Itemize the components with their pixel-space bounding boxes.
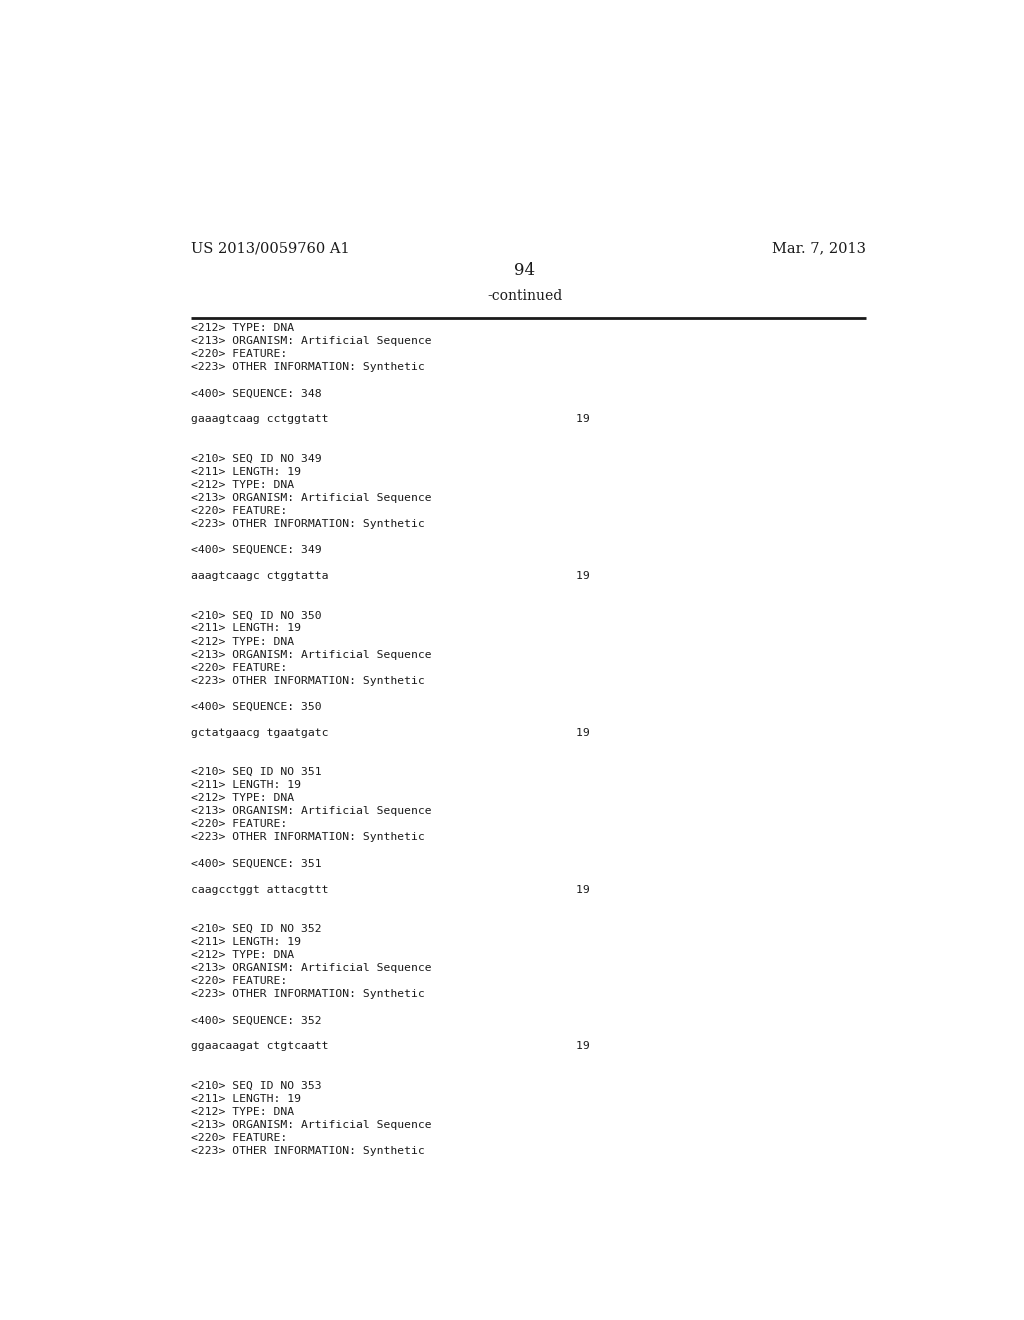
Text: caagcctggt attacgttt                                    19: caagcctggt attacgttt 19	[191, 884, 590, 895]
Text: <212> TYPE: DNA: <212> TYPE: DNA	[191, 323, 295, 333]
Text: <211> LENGTH: 19: <211> LENGTH: 19	[191, 467, 301, 477]
Text: <223> OTHER INFORMATION: Synthetic: <223> OTHER INFORMATION: Synthetic	[191, 989, 425, 999]
Text: <213> ORGANISM: Artificial Sequence: <213> ORGANISM: Artificial Sequence	[191, 492, 432, 503]
Text: <212> TYPE: DNA: <212> TYPE: DNA	[191, 1106, 295, 1117]
Text: <220> FEATURE:: <220> FEATURE:	[191, 663, 288, 673]
Text: <211> LENGTH: 19: <211> LENGTH: 19	[191, 937, 301, 946]
Text: <212> TYPE: DNA: <212> TYPE: DNA	[191, 636, 295, 647]
Text: <220> FEATURE:: <220> FEATURE:	[191, 350, 288, 359]
Text: -continued: -continued	[487, 289, 562, 302]
Text: <210> SEQ ID NO 351: <210> SEQ ID NO 351	[191, 767, 323, 777]
Text: <400> SEQUENCE: 351: <400> SEQUENCE: 351	[191, 858, 323, 869]
Text: 94: 94	[514, 263, 536, 279]
Text: <211> LENGTH: 19: <211> LENGTH: 19	[191, 780, 301, 791]
Text: <223> OTHER INFORMATION: Synthetic: <223> OTHER INFORMATION: Synthetic	[191, 833, 425, 842]
Text: <223> OTHER INFORMATION: Synthetic: <223> OTHER INFORMATION: Synthetic	[191, 1146, 425, 1156]
Text: <212> TYPE: DNA: <212> TYPE: DNA	[191, 950, 295, 960]
Text: <220> FEATURE:: <220> FEATURE:	[191, 506, 288, 516]
Text: <400> SEQUENCE: 349: <400> SEQUENCE: 349	[191, 545, 323, 556]
Text: <211> LENGTH: 19: <211> LENGTH: 19	[191, 1094, 301, 1104]
Text: <213> ORGANISM: Artificial Sequence: <213> ORGANISM: Artificial Sequence	[191, 649, 432, 660]
Text: <223> OTHER INFORMATION: Synthetic: <223> OTHER INFORMATION: Synthetic	[191, 362, 425, 372]
Text: gaaagtcaag cctggtatt                                    19: gaaagtcaag cctggtatt 19	[191, 414, 590, 425]
Text: <223> OTHER INFORMATION: Synthetic: <223> OTHER INFORMATION: Synthetic	[191, 519, 425, 529]
Text: <220> FEATURE:: <220> FEATURE:	[191, 820, 288, 829]
Text: <210> SEQ ID NO 353: <210> SEQ ID NO 353	[191, 1081, 323, 1090]
Text: US 2013/0059760 A1: US 2013/0059760 A1	[191, 242, 350, 256]
Text: <220> FEATURE:: <220> FEATURE:	[191, 1133, 288, 1143]
Text: <213> ORGANISM: Artificial Sequence: <213> ORGANISM: Artificial Sequence	[191, 964, 432, 973]
Text: aaagtcaagc ctggtatta                                    19: aaagtcaagc ctggtatta 19	[191, 572, 590, 581]
Text: <400> SEQUENCE: 352: <400> SEQUENCE: 352	[191, 1015, 323, 1026]
Text: <220> FEATURE:: <220> FEATURE:	[191, 975, 288, 986]
Text: <213> ORGANISM: Artificial Sequence: <213> ORGANISM: Artificial Sequence	[191, 1119, 432, 1130]
Text: <210> SEQ ID NO 349: <210> SEQ ID NO 349	[191, 454, 323, 463]
Text: Mar. 7, 2013: Mar. 7, 2013	[772, 242, 866, 256]
Text: <210> SEQ ID NO 350: <210> SEQ ID NO 350	[191, 610, 323, 620]
Text: <213> ORGANISM: Artificial Sequence: <213> ORGANISM: Artificial Sequence	[191, 337, 432, 346]
Text: <400> SEQUENCE: 348: <400> SEQUENCE: 348	[191, 388, 323, 399]
Text: <223> OTHER INFORMATION: Synthetic: <223> OTHER INFORMATION: Synthetic	[191, 676, 425, 685]
Text: <212> TYPE: DNA: <212> TYPE: DNA	[191, 479, 295, 490]
Text: gctatgaacg tgaatgatc                                    19: gctatgaacg tgaatgatc 19	[191, 727, 590, 738]
Text: <210> SEQ ID NO 352: <210> SEQ ID NO 352	[191, 924, 323, 933]
Text: <400> SEQUENCE: 350: <400> SEQUENCE: 350	[191, 702, 323, 711]
Text: ggaacaagat ctgtcaatt                                    19: ggaacaagat ctgtcaatt 19	[191, 1041, 590, 1052]
Text: <212> TYPE: DNA: <212> TYPE: DNA	[191, 793, 295, 804]
Text: <213> ORGANISM: Artificial Sequence: <213> ORGANISM: Artificial Sequence	[191, 807, 432, 816]
Text: <211> LENGTH: 19: <211> LENGTH: 19	[191, 623, 301, 634]
